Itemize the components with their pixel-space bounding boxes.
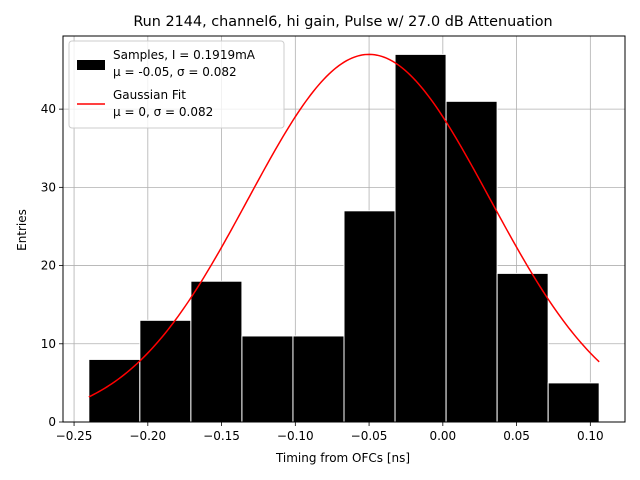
histogram-bar [292,335,345,423]
histogram-bar [496,272,549,423]
legend-fit-label-line1: Gaussian Fit [113,88,186,102]
x-axis-label: Timing from OFCs [ns] [275,451,410,465]
x-tick-label: −0.15 [203,429,240,443]
legend-box [68,40,285,129]
x-axis-ticks: −0.25 −0.20 −0.15 −0.10 −0.05 0.00 0.05 0.10 [56,422,604,443]
histogram-bars [88,53,600,423]
y-tick-label: 10 [41,337,56,351]
x-tick-label: −0.10 [277,429,314,443]
y-tick-label: 20 [41,259,56,273]
histogram-bar [241,335,294,423]
legend: Samples, I = 0.1919mA μ = -0.05, σ = 0.0… [68,40,285,129]
legend-histogram-label-line2: μ = -0.05, σ = 0.082 [113,65,237,79]
legend-histogram-swatch [77,60,105,70]
x-tick-label: −0.20 [129,429,166,443]
histogram-bar [139,319,192,423]
x-tick-label: 0.10 [577,429,604,443]
y-tick-label: 30 [41,180,56,194]
y-axis-ticks: 0 10 20 30 40 [41,102,63,429]
x-tick-label: 0.00 [429,429,456,443]
histogram-bar [394,53,447,423]
y-tick-label: 0 [48,415,56,429]
histogram-bar [190,280,243,423]
y-tick-label: 40 [41,102,56,116]
legend-histogram-label-line1: Samples, I = 0.1919mA [113,48,256,62]
x-tick-label: 0.05 [503,429,530,443]
axes-frame [62,35,626,423]
chart-title: Run 2144, channel6, hi gain, Pulse w/ 27… [133,14,552,30]
histogram-bar [343,210,396,423]
x-tick-label: −0.25 [56,429,93,443]
gaussian-fit-line [88,53,600,398]
legend-fit-label-line2: μ = 0, σ = 0.082 [113,105,213,119]
y-axis-label: Entries [15,209,29,251]
histogram-bar [547,382,600,423]
histogram-bar [445,100,498,423]
x-tick-label: −0.05 [351,429,388,443]
